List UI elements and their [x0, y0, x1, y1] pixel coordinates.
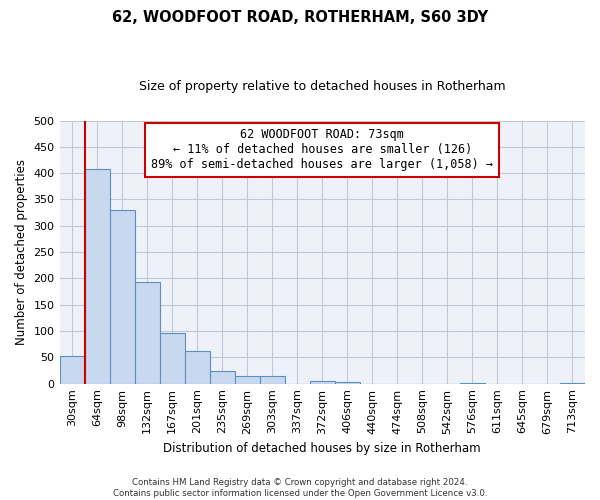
Bar — [335, 382, 360, 384]
Bar — [185, 350, 209, 384]
Bar — [209, 370, 235, 384]
Title: Size of property relative to detached houses in Rotherham: Size of property relative to detached ho… — [139, 80, 506, 93]
Bar — [260, 376, 285, 384]
Bar — [59, 356, 85, 384]
Bar — [310, 381, 335, 384]
Text: Contains HM Land Registry data © Crown copyright and database right 2024.
Contai: Contains HM Land Registry data © Crown c… — [113, 478, 487, 498]
Bar — [160, 333, 185, 384]
Bar — [560, 382, 585, 384]
Bar — [460, 382, 485, 384]
Y-axis label: Number of detached properties: Number of detached properties — [15, 159, 28, 345]
Bar — [235, 376, 260, 384]
X-axis label: Distribution of detached houses by size in Rotherham: Distribution of detached houses by size … — [163, 442, 481, 455]
Text: 62 WOODFOOT ROAD: 73sqm
← 11% of detached houses are smaller (126)
89% of semi-d: 62 WOODFOOT ROAD: 73sqm ← 11% of detache… — [151, 128, 493, 172]
Bar — [110, 210, 134, 384]
Text: 62, WOODFOOT ROAD, ROTHERHAM, S60 3DY: 62, WOODFOOT ROAD, ROTHERHAM, S60 3DY — [112, 10, 488, 25]
Bar — [85, 169, 110, 384]
Bar — [134, 282, 160, 384]
